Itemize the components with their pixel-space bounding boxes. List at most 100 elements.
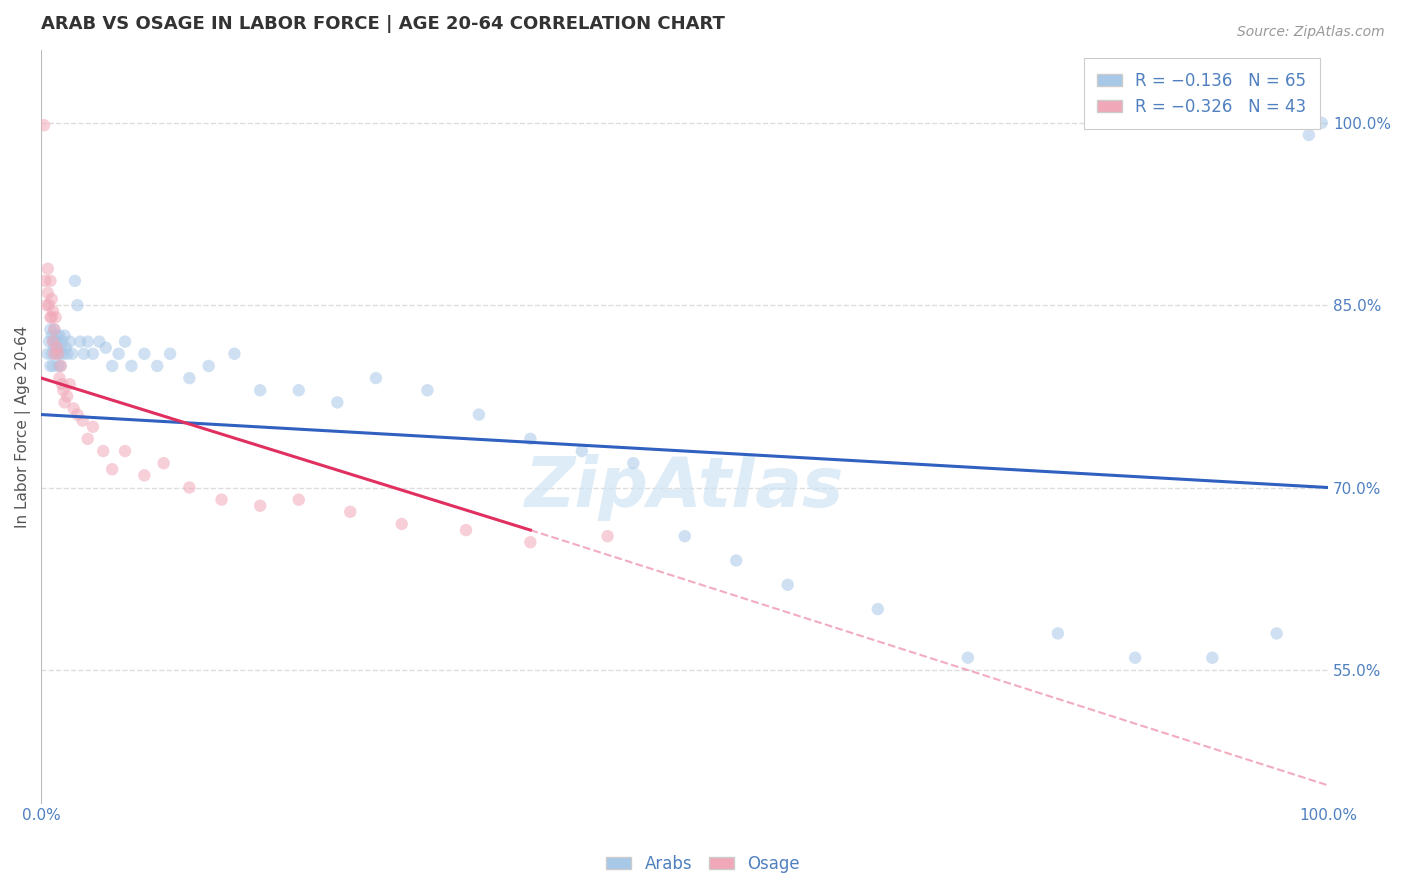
- Point: [596, 529, 619, 543]
- Point: [571, 444, 593, 458]
- Point: [45, 341, 67, 355]
- Point: [725, 553, 748, 567]
- Point: [1298, 128, 1320, 142]
- Point: [41, 328, 63, 343]
- Point: [416, 384, 439, 398]
- Text: ZipAtlas: ZipAtlas: [524, 453, 845, 521]
- Point: [94, 341, 117, 355]
- Point: [37, 261, 59, 276]
- Point: [52, 347, 75, 361]
- Point: [326, 395, 349, 409]
- Point: [62, 401, 84, 416]
- Point: [91, 444, 114, 458]
- Point: [37, 347, 59, 361]
- Point: [1046, 626, 1069, 640]
- Point: [45, 328, 67, 343]
- Point: [72, 414, 94, 428]
- Point: [34, 274, 56, 288]
- Legend: R = −0.136   N = 65, R = −0.326   N = 43: R = −0.136 N = 65, R = −0.326 N = 43: [1084, 58, 1320, 129]
- Point: [39, 322, 62, 336]
- Point: [48, 328, 70, 343]
- Point: [339, 505, 361, 519]
- Point: [159, 347, 181, 361]
- Point: [49, 341, 72, 355]
- Point: [35, 298, 58, 312]
- Point: [152, 456, 174, 470]
- Point: [45, 347, 67, 361]
- Point: [45, 334, 67, 349]
- Point: [197, 359, 219, 373]
- Point: [51, 377, 73, 392]
- Point: [249, 384, 271, 398]
- Point: [44, 322, 66, 336]
- Point: [49, 359, 72, 373]
- Point: [39, 310, 62, 325]
- Point: [114, 334, 136, 349]
- Point: [51, 334, 73, 349]
- Point: [46, 347, 69, 361]
- Y-axis label: In Labor Force | Age 20-64: In Labor Force | Age 20-64: [15, 326, 31, 528]
- Point: [1201, 650, 1223, 665]
- Point: [519, 432, 541, 446]
- Point: [42, 334, 65, 349]
- Point: [82, 419, 104, 434]
- Point: [52, 384, 75, 398]
- Point: [287, 492, 309, 507]
- Point: [53, 395, 76, 409]
- Legend: Arabs, Osage: Arabs, Osage: [599, 848, 807, 880]
- Point: [63, 274, 86, 288]
- Point: [45, 341, 67, 355]
- Point: [39, 359, 62, 373]
- Point: [44, 341, 66, 355]
- Point: [468, 408, 491, 422]
- Point: [101, 359, 124, 373]
- Point: [224, 347, 246, 361]
- Point: [73, 347, 96, 361]
- Point: [42, 304, 65, 318]
- Point: [56, 347, 79, 361]
- Point: [146, 359, 169, 373]
- Point: [59, 334, 82, 349]
- Point: [134, 347, 156, 361]
- Point: [66, 298, 89, 312]
- Point: [41, 310, 63, 325]
- Point: [53, 328, 76, 343]
- Point: [454, 523, 477, 537]
- Point: [41, 347, 63, 361]
- Point: [37, 285, 59, 300]
- Point: [39, 274, 62, 288]
- Point: [46, 359, 69, 373]
- Point: [1265, 626, 1288, 640]
- Point: [69, 334, 91, 349]
- Point: [82, 347, 104, 361]
- Point: [621, 456, 644, 470]
- Point: [48, 371, 70, 385]
- Point: [956, 650, 979, 665]
- Point: [364, 371, 387, 385]
- Point: [519, 535, 541, 549]
- Point: [76, 334, 98, 349]
- Text: Source: ZipAtlas.com: Source: ZipAtlas.com: [1237, 25, 1385, 39]
- Point: [179, 481, 201, 495]
- Point: [42, 334, 65, 349]
- Point: [38, 334, 60, 349]
- Point: [89, 334, 111, 349]
- Point: [60, 347, 83, 361]
- Point: [66, 408, 89, 422]
- Point: [673, 529, 696, 543]
- Point: [287, 384, 309, 398]
- Point: [49, 359, 72, 373]
- Point: [121, 359, 143, 373]
- Point: [114, 444, 136, 458]
- Point: [107, 347, 129, 361]
- Point: [76, 432, 98, 446]
- Point: [101, 462, 124, 476]
- Point: [211, 492, 233, 507]
- Point: [866, 602, 889, 616]
- Point: [42, 359, 65, 373]
- Point: [134, 468, 156, 483]
- Point: [776, 578, 799, 592]
- Point: [32, 118, 55, 132]
- Point: [46, 334, 69, 349]
- Point: [41, 292, 63, 306]
